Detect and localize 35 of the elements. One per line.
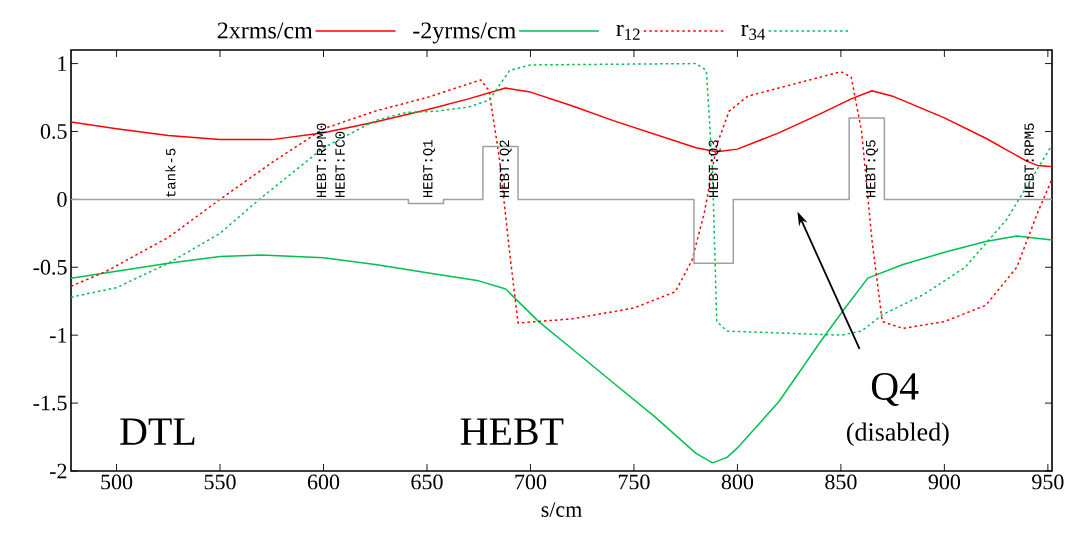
- x-tick-label: 600: [307, 474, 340, 490]
- y-tick-label: 0: [57, 191, 67, 207]
- annotation: HEBT:RPM5: [1024, 123, 1034, 198]
- legend-label: r$_{34}$: [741, 24, 766, 40]
- y-tick-label: 1: [58, 56, 67, 71]
- annotation: Q4: [871, 373, 919, 406]
- y-tick-label: -1: [49, 327, 67, 343]
- y-tick-label: 0.5: [40, 124, 67, 139]
- y-tick-label: -2: [49, 463, 67, 479]
- annotation: (disabled): [846, 422, 949, 447]
- legend-label: 2xrms/cm: [217, 22, 313, 39]
- annotation: HEBT:Q1: [423, 140, 436, 198]
- line-series: [71, 117, 1053, 264]
- annotation: tank-5: [165, 148, 176, 197]
- legend-label: -2yrms/cm: [413, 22, 516, 44]
- annotation: HEBT: [460, 418, 564, 445]
- x-tick-label: 800: [721, 474, 754, 490]
- y-tick-label: -0.5: [33, 259, 67, 275]
- x-tick-label: 650: [411, 474, 443, 490]
- x-axis-title: s/cm: [541, 502, 582, 517]
- x-tick-label: 700: [515, 474, 547, 490]
- x-tick-label: 900: [928, 474, 961, 490]
- x-tick-label: 500: [101, 474, 133, 490]
- x-tick-label: 550: [204, 474, 236, 490]
- annotation: HEBT:Q3: [708, 140, 721, 198]
- annotation: HEBT:Q2: [499, 140, 512, 198]
- annotation: DTL: [120, 418, 195, 445]
- y-tick-label: -1.5: [33, 395, 67, 411]
- annotation: HEBT:Q5: [865, 140, 878, 198]
- x-tick-label: 950: [1032, 474, 1064, 490]
- x-tick-label: 850: [825, 474, 857, 490]
- legend-label: r$_{12}$: [616, 24, 640, 40]
- annotation: HEBT:RPM0: [316, 123, 327, 198]
- annotation: HEBT:FC0: [335, 131, 345, 198]
- x-tick-label: 750: [618, 474, 650, 490]
